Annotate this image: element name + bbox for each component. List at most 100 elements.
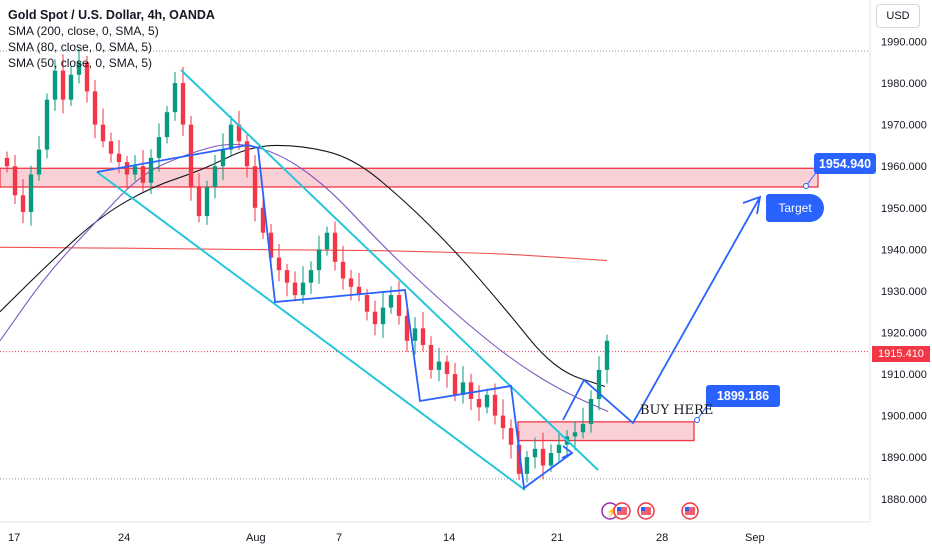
zigzag-arrowhead [561, 445, 574, 459]
candle-body [12, 166, 18, 196]
candle-body [484, 394, 490, 408]
candle-body [476, 399, 482, 408]
candle-body [60, 70, 66, 100]
y-tick-label: 1990.000 [881, 37, 927, 49]
candle-body [36, 149, 42, 175]
sma200-line [0, 246, 608, 262]
candle-body [124, 162, 130, 175]
candle-body [588, 399, 594, 424]
x-tick-label: Aug [246, 532, 266, 544]
candle-body [44, 99, 50, 150]
candle-body [436, 361, 442, 370]
candle-body [444, 361, 450, 375]
candle-body [420, 328, 426, 345]
event-flag-icon [641, 507, 651, 515]
projection-path [562, 196, 761, 425]
candle-body [204, 186, 210, 217]
candle-body [268, 232, 274, 258]
y-tick-label: 1940.000 [881, 244, 927, 256]
candle-body [116, 153, 122, 163]
channel-upper-line [180, 69, 599, 471]
target-anchor-dot [803, 183, 809, 189]
y-tick-label: 1900.000 [881, 411, 927, 423]
x-tick-label: 17 [8, 532, 20, 544]
y-tick-label: 1890.000 [881, 452, 927, 464]
candle-body [308, 270, 314, 283]
target-label-callout[interactable]: Target [766, 194, 824, 222]
candle-body [108, 141, 114, 154]
candle-body [492, 394, 498, 416]
candle-body [20, 195, 26, 212]
target-price-callout[interactable]: 1954.940 [814, 153, 876, 174]
event-flag-icon [617, 507, 627, 515]
candle-body [196, 186, 202, 217]
candle-body [300, 282, 306, 296]
event-flag-canton-icon [685, 507, 689, 511]
candle-body [372, 311, 378, 325]
candle-body [460, 382, 466, 395]
candle-body [228, 124, 234, 150]
candle-body [572, 432, 578, 437]
candle-body [580, 423, 586, 433]
candle-body [220, 149, 226, 167]
currency-button[interactable]: USD [876, 4, 920, 28]
event-flag-icon [685, 507, 695, 515]
candle-body [244, 141, 250, 167]
candle-body [516, 444, 522, 474]
candle-body [132, 166, 138, 175]
candle-body [100, 124, 106, 142]
candle-body [356, 286, 362, 296]
candle-body [532, 448, 538, 458]
x-tick-label: 28 [656, 532, 668, 544]
candle-body [212, 166, 218, 187]
candle-body [252, 166, 258, 208]
candle-body [164, 112, 170, 138]
indicator-sma80: SMA (80, close, 0, SMA, 5) [8, 40, 153, 54]
candle-body [148, 157, 154, 183]
candle-body [68, 74, 74, 100]
indicator-sma200: SMA (200, close, 0, SMA, 5) [8, 24, 159, 38]
candle-body [4, 157, 10, 167]
candle-body [284, 270, 290, 283]
candle-body [428, 344, 434, 370]
candle-body [52, 70, 58, 100]
candle-body [596, 369, 602, 400]
candle-body [404, 315, 410, 341]
candle-body [508, 428, 514, 445]
entry-anchor-dot [694, 417, 700, 423]
sma80-line [0, 144, 606, 388]
candle-body [156, 137, 162, 158]
entry-price-callout[interactable]: 1899.186 [706, 385, 780, 407]
candle-body [412, 328, 418, 341]
y-tick-label: 1910.000 [881, 369, 927, 381]
sma50-line [0, 143, 609, 412]
candle-body [172, 83, 178, 113]
candle-body [548, 453, 554, 466]
candle-body [452, 374, 458, 395]
candle-body [380, 307, 386, 325]
candle-body [76, 62, 82, 75]
buy-here-label: BUY HERE [640, 403, 714, 418]
candle-body [276, 257, 282, 271]
x-tick-label: 21 [551, 532, 563, 544]
y-tick-label: 1950.000 [881, 203, 927, 215]
y-tick-label: 1960.000 [881, 161, 927, 173]
candle-body [468, 382, 474, 400]
candle-body [340, 261, 346, 279]
x-tick-label: 7 [336, 532, 342, 544]
indicator-sma50: SMA (50, close, 0, SMA, 5) [8, 56, 153, 70]
candle-body [500, 415, 506, 429]
candle-body [388, 295, 394, 308]
event-flag-canton-icon [617, 507, 621, 511]
candle-body [260, 207, 266, 233]
candle-body [316, 249, 322, 271]
candle-body [364, 295, 370, 312]
y-tick-label: 1970.000 [881, 120, 927, 132]
y-tick-label: 1930.000 [881, 286, 927, 298]
x-tick-label: Sep [745, 532, 765, 544]
x-tick-label: 14 [443, 532, 455, 544]
candle-body [332, 232, 338, 262]
zigzag-drawing [96, 144, 573, 490]
